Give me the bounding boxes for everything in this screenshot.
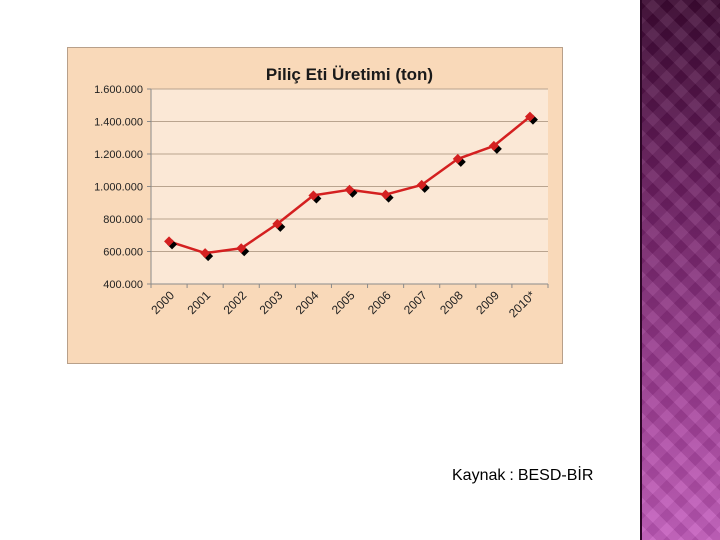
data-point	[236, 243, 247, 254]
x-tick-label: 2004	[293, 288, 322, 317]
source-caption: Kaynak: BESD-BİR	[452, 467, 593, 485]
chart-container: Piliç Eti Üretimi (ton) 400.000 600.000 800…	[67, 47, 563, 364]
data-point	[488, 140, 499, 151]
data-point	[416, 179, 427, 190]
data-point	[200, 248, 211, 259]
x-tick-label: 2009	[473, 288, 502, 317]
data-point	[524, 111, 535, 122]
data-point	[308, 190, 319, 201]
chart-title: Piliç Eti Üretimi (ton)	[266, 65, 433, 84]
y-tick-label: 1.600.000	[94, 84, 143, 96]
source-label: Kaynak	[452, 467, 506, 484]
x-tick-label: 2003	[257, 288, 286, 317]
data-point	[272, 218, 283, 229]
y-tick-label: 400.000	[103, 279, 143, 291]
y-tick-label: 1.000.000	[94, 182, 143, 194]
x-tick-label: 2000	[148, 288, 177, 317]
data-point	[344, 184, 355, 195]
source-separator: :	[509, 467, 514, 484]
x-tick-label: 2006	[365, 288, 394, 317]
side-band-edge	[640, 0, 642, 540]
y-tick-label: 800.000	[103, 214, 143, 226]
y-tick-label: 1.400.000	[94, 117, 143, 129]
data-point	[164, 236, 175, 247]
x-tick-label: 2008	[437, 288, 466, 317]
x-tick-label: 2002	[221, 288, 250, 317]
decorative-side-band	[642, 0, 720, 540]
x-tick-label: 2001	[184, 288, 213, 317]
y-tick-label: 1.200.000	[94, 149, 143, 161]
x-tick-label: 2005	[329, 288, 358, 317]
data-point	[452, 153, 463, 164]
data-point	[380, 189, 391, 200]
y-tick-label: 600.000	[103, 247, 143, 259]
source-value: BESD-BİR	[517, 467, 594, 484]
line-chart: Piliç Eti Üretimi (ton) 400.000 600.000 800…	[94, 65, 549, 320]
x-tick-label: 2007	[401, 288, 430, 317]
x-tick-label: 2010*	[506, 288, 538, 320]
